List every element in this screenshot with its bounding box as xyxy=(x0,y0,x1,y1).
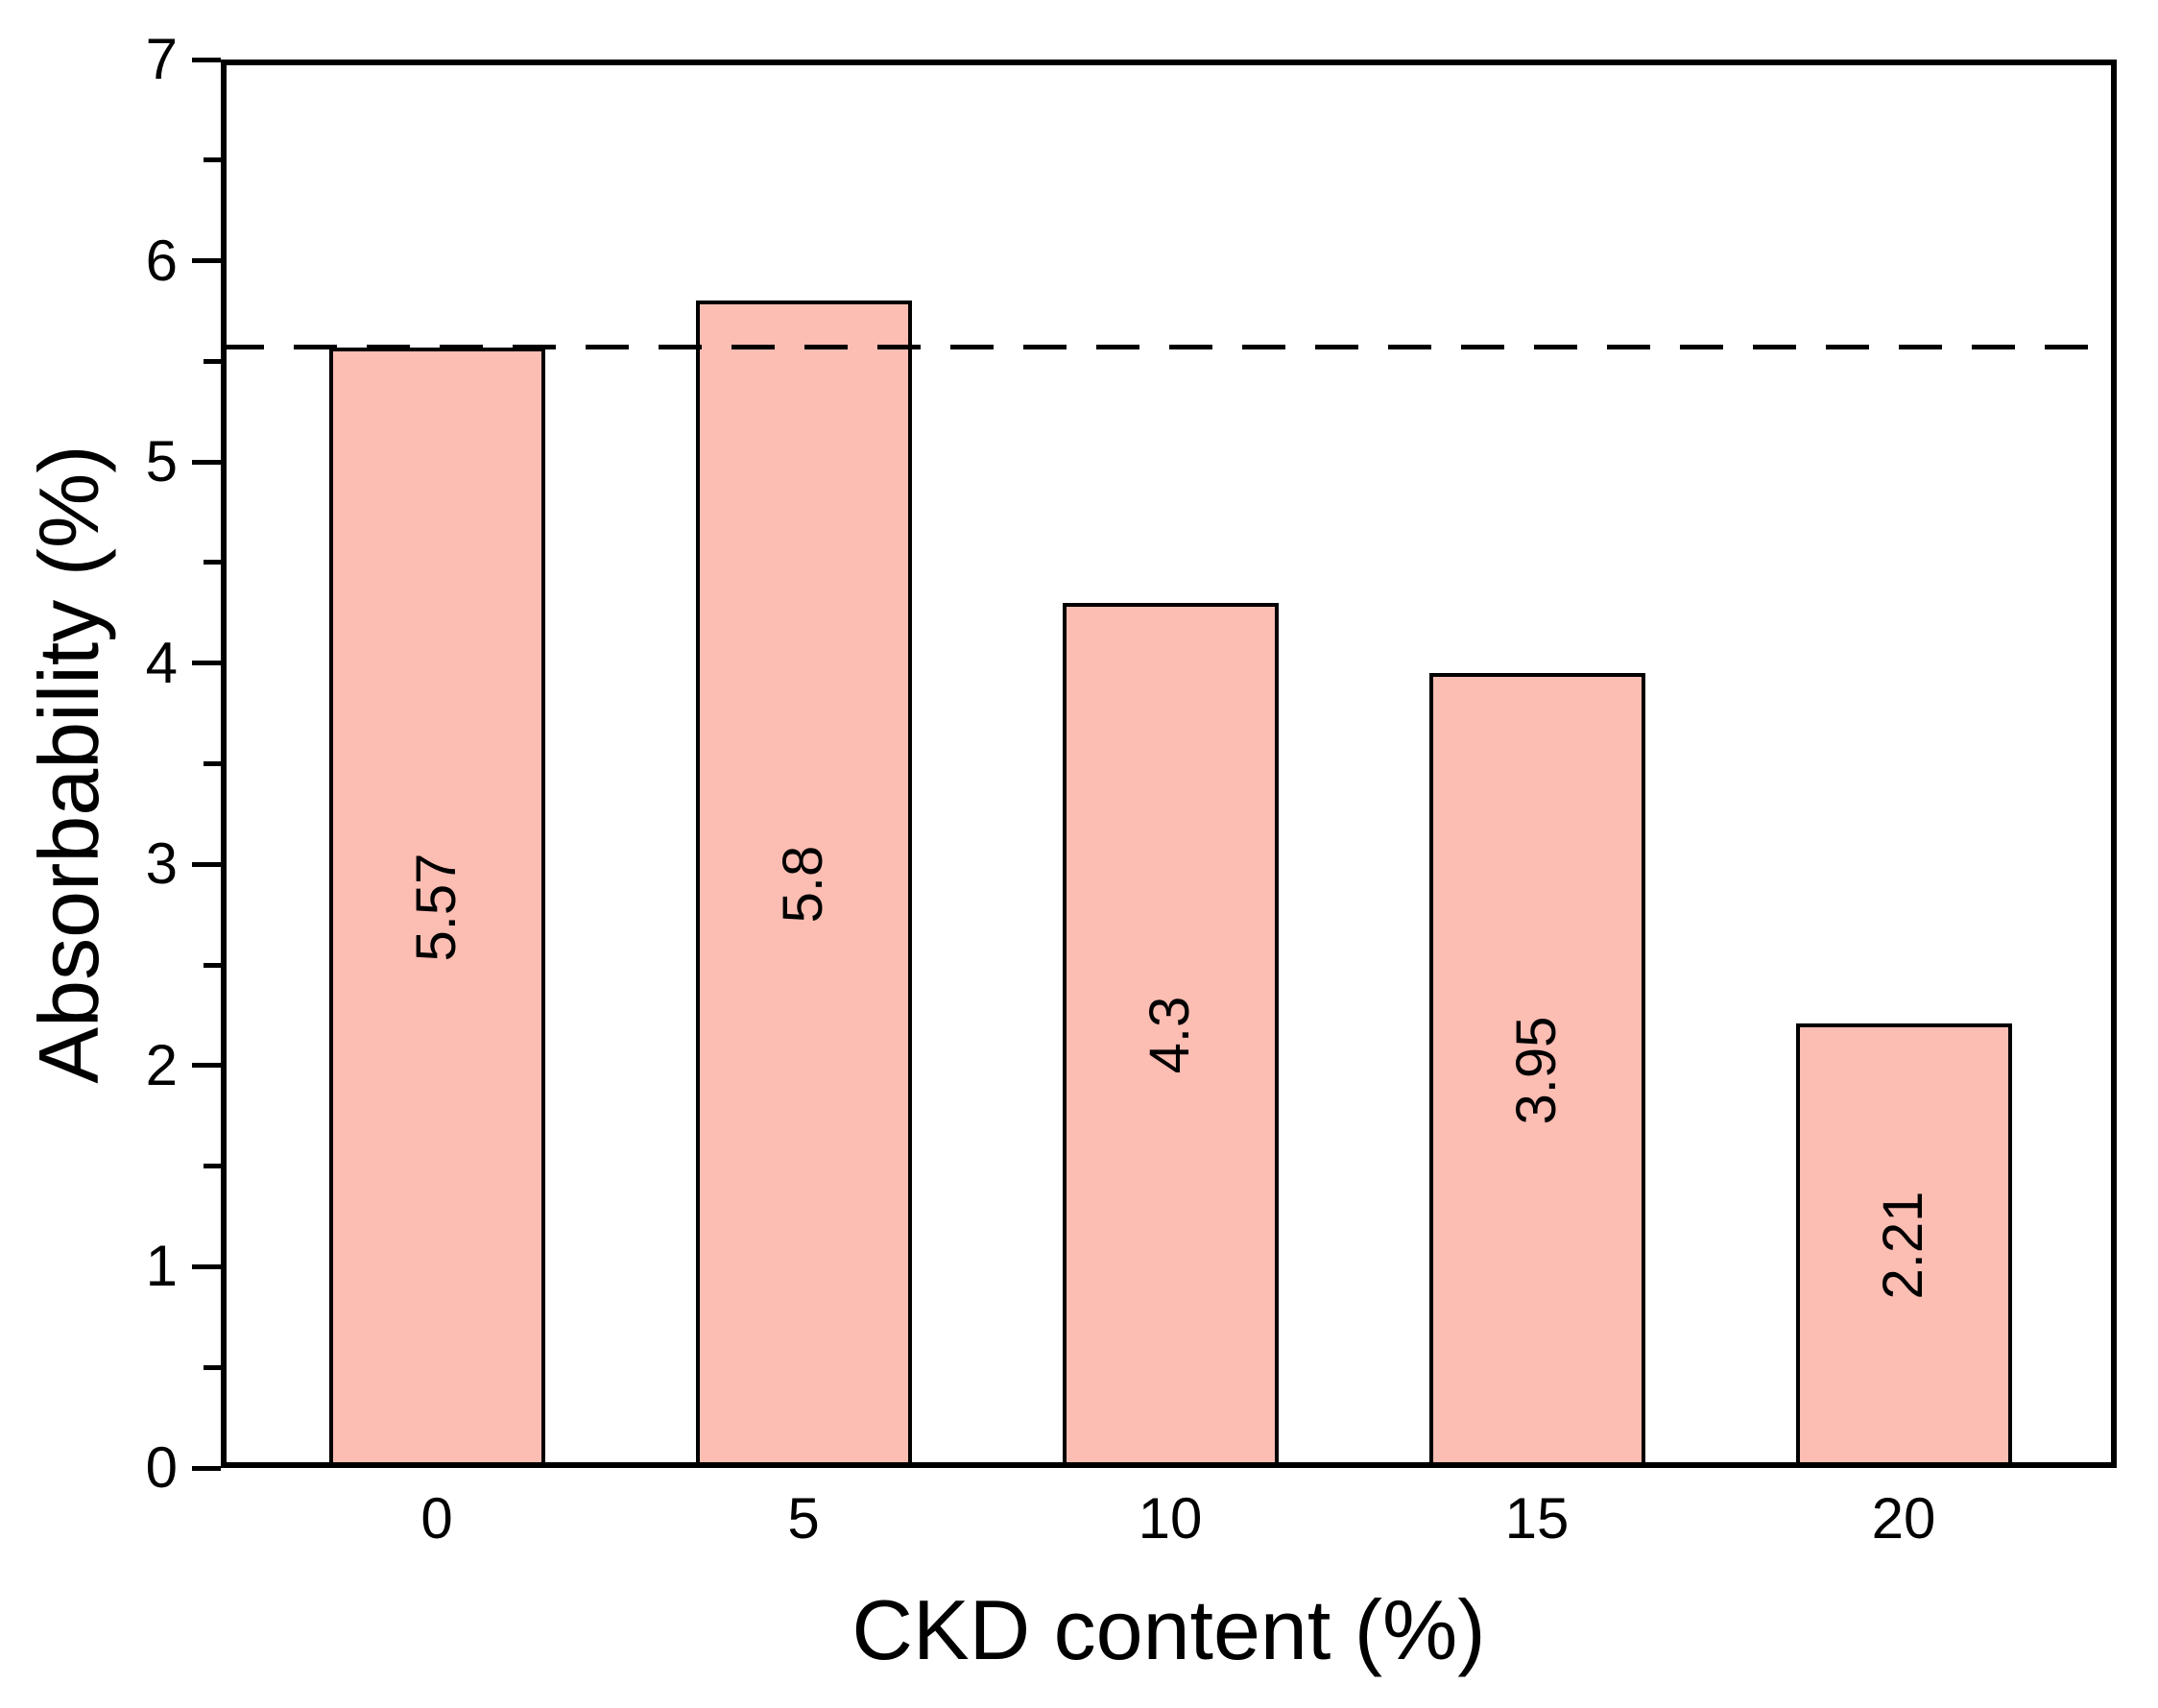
y-tick-label-7: 7 xyxy=(145,27,178,91)
bar-value-label: 2.21 xyxy=(1872,1191,1934,1300)
y-tick-label-5: 5 xyxy=(145,429,178,494)
y-minor-tick xyxy=(204,358,221,364)
y-tick-label-1: 1 xyxy=(145,1234,178,1299)
x-tick-label-10: 10 xyxy=(1138,1486,1203,1551)
y-major-tick xyxy=(192,861,221,867)
bar-value-label: 5.8 xyxy=(772,845,834,924)
bar-value-label: 5.57 xyxy=(405,853,468,962)
y-major-tick xyxy=(192,57,221,62)
y-minor-tick xyxy=(204,962,221,968)
y-minor-tick xyxy=(204,560,221,565)
y-major-tick xyxy=(192,1465,221,1471)
x-tick-label-0: 0 xyxy=(420,1486,453,1551)
bar-5: 5.8 xyxy=(695,301,912,1468)
bar-10: 4.3 xyxy=(1062,602,1279,1468)
y-minor-tick xyxy=(204,761,221,766)
y-major-tick xyxy=(192,258,221,264)
y-tick-label-0: 0 xyxy=(145,1435,178,1500)
y-tick-label-2: 2 xyxy=(145,1032,178,1097)
bar-0: 5.57 xyxy=(328,347,545,1468)
y-minor-tick xyxy=(204,157,221,163)
bar-15: 3.95 xyxy=(1428,673,1645,1468)
bar-20: 2.21 xyxy=(1795,1022,2012,1468)
x-tick-label-20: 20 xyxy=(1871,1486,1936,1551)
y-tick-label-6: 6 xyxy=(145,228,178,293)
y-minor-tick xyxy=(204,1364,221,1370)
x-axis-title: CKD content (%) xyxy=(851,1582,1486,1677)
y-tick-label-4: 4 xyxy=(145,630,178,695)
y-minor-tick xyxy=(204,1164,221,1169)
x-tick-label-5: 5 xyxy=(787,1486,820,1551)
dashed-reference-line xyxy=(221,345,2117,350)
y-major-tick xyxy=(192,1063,221,1069)
y-tick-label-3: 3 xyxy=(145,831,178,897)
bar-value-label: 4.3 xyxy=(1139,997,1201,1074)
y-axis-title: Absorbability (%) xyxy=(21,444,116,1084)
y-major-tick xyxy=(192,1263,221,1269)
y-major-tick xyxy=(192,459,221,465)
y-major-tick xyxy=(192,661,221,666)
bar-value-label: 3.95 xyxy=(1505,1016,1568,1125)
x-tick-label-15: 15 xyxy=(1504,1486,1570,1551)
